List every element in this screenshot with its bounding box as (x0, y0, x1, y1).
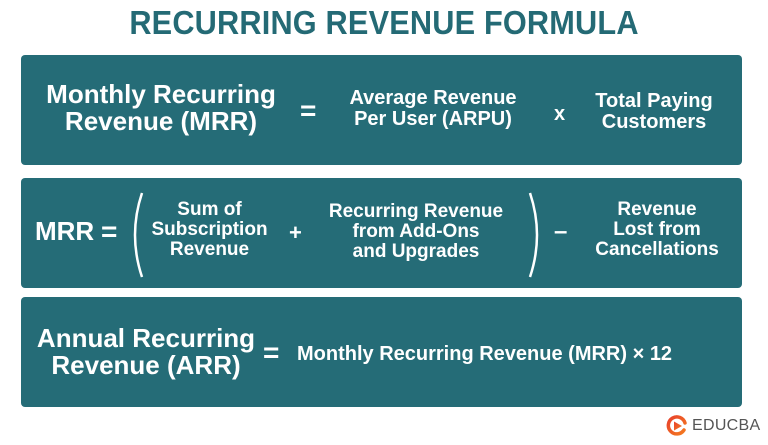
subscription-line2: Subscription (151, 218, 268, 240)
multiply-sign: x (554, 103, 566, 125)
addons-line2: from Add-Ons (352, 220, 480, 242)
cancellations-term: Revenue Lost from Cancellations (579, 200, 735, 260)
educba-logo: EDUCBA (666, 415, 760, 437)
right-parenthesis-icon (528, 192, 539, 278)
arpu-line1: Average Revenue (349, 87, 517, 109)
arr-label: Annual Recurring Revenue (ARR) (31, 323, 261, 381)
cancellations-line2: Lost from (613, 218, 701, 240)
plus-sign: + (289, 220, 302, 245)
formula-mrr-arpu: Monthly Recurring Revenue (MRR) = Averag… (21, 55, 742, 165)
customers-line1: Total Paying (595, 90, 713, 112)
mrr-label-line1: Monthly Recurring (46, 79, 276, 109)
equals-sign: = (101, 216, 118, 247)
equals-sign: = (263, 337, 280, 368)
arr-label-line2: Revenue (ARR) (51, 350, 241, 381)
addons-revenue-term: Recurring Revenue from Add-Ons and Upgra… (311, 202, 521, 262)
addons-line1: Recurring Revenue (328, 201, 504, 222)
subscription-line1: Sum of (177, 199, 242, 220)
arr-rhs: Monthly Recurring Revenue (MRR) × 12 (297, 343, 673, 365)
arpu-line2: Per User (ARPU) (354, 108, 512, 130)
minus-sign: – (554, 218, 568, 245)
cancellations-line3: Cancellations (595, 238, 719, 260)
arr-label-line1: Annual Recurring (36, 323, 256, 353)
subscription-revenue-term: Sum of Subscription Revenue (142, 200, 277, 260)
mrr-label: Monthly Recurring Revenue (MRR) (31, 79, 291, 137)
addons-line3: and Upgrades (352, 240, 480, 262)
mrr-label-line2: Revenue (MRR) (64, 106, 258, 137)
formula-arr: Annual Recurring Revenue (ARR) = Monthly… (21, 297, 742, 407)
subscription-line3: Revenue (169, 238, 250, 260)
total-paying-customers-term: Total Paying Customers (574, 91, 734, 133)
cancellations-line1: Revenue (617, 199, 697, 220)
customers-line2: Customers (601, 111, 707, 133)
formula-mrr-components: MRR = Sum of Subscription Revenue + Recu… (21, 178, 742, 288)
mrr-short-label: MRR (35, 216, 95, 246)
equals-sign: = (300, 95, 317, 126)
educba-logo-text: EDUCBA (692, 417, 761, 434)
arpu-term: Average Revenue Per User (ARPU) (328, 88, 538, 130)
left-parenthesis-icon (133, 192, 144, 278)
page-title: RECURRING REVENUE FORMULA (129, 4, 639, 41)
educba-play-icon (666, 415, 687, 436)
